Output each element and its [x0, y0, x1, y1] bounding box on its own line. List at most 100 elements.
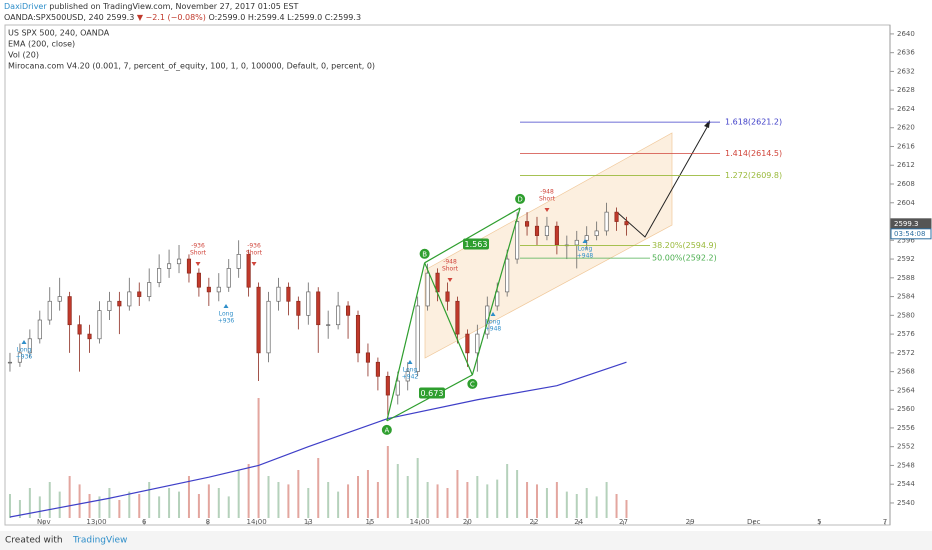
volume-bar — [496, 479, 499, 518]
candle-body — [355, 314, 361, 354]
volume-bar — [466, 482, 469, 518]
y-tick-label: 2616 — [897, 142, 915, 150]
candle-body — [186, 258, 192, 274]
ema-line — [9, 361, 627, 518]
candle-body — [624, 221, 629, 226]
volume-bar — [506, 464, 509, 518]
volume-bar — [535, 484, 538, 518]
candle-body — [216, 286, 221, 293]
candle-body — [614, 211, 619, 222]
y-tick-label: 2572 — [897, 349, 915, 357]
candle-body — [594, 230, 599, 236]
y-tick-label: 2556 — [897, 424, 915, 432]
volume-bar — [426, 482, 429, 518]
volume-bar — [386, 446, 389, 518]
candle-body — [256, 286, 261, 354]
y-tick-label: 2552 — [897, 443, 915, 451]
fib-label: 50.00%(2592.2) — [652, 254, 717, 263]
candle-body — [27, 338, 32, 354]
x-tick-label: 20 — [463, 518, 472, 526]
volume-bar — [297, 470, 300, 518]
candle-body — [276, 286, 281, 302]
signal-label: +936 — [16, 354, 33, 361]
volume-bar — [317, 458, 320, 518]
y-tick-label: 2576 — [897, 330, 915, 338]
ratio-label: 1.563 — [465, 240, 488, 249]
pattern-point — [515, 193, 526, 204]
volume-bar — [516, 470, 519, 518]
volume-bar — [18, 500, 21, 518]
legend-line: EMA (200, close) — [8, 40, 75, 49]
x-tick-label: 15 — [365, 518, 374, 526]
candle-body — [395, 380, 400, 396]
symbol-line: OANDA:SPX500USD, 240 2599.3 ▼ −2.1 (−0.0… — [4, 13, 361, 22]
signal-label: -936 — [247, 243, 261, 250]
volume-bar — [565, 491, 568, 518]
volume-bar — [78, 484, 81, 518]
pattern-point — [419, 248, 430, 259]
author[interactable]: DaxiDriver — [4, 2, 47, 11]
candle-body — [127, 291, 132, 307]
candle-body — [167, 263, 172, 269]
legend-line: Vol (20) — [8, 51, 39, 60]
y-tick-label: 2624 — [897, 105, 915, 113]
candle-body — [475, 333, 480, 354]
pattern-leg — [471, 207, 521, 376]
y-tick-label: 2544 — [897, 480, 915, 488]
volume-bar — [38, 496, 41, 518]
footer-created: Created with — [5, 536, 63, 546]
candle-body — [246, 254, 251, 288]
signal-label: Short — [190, 250, 207, 257]
volume-bar — [88, 494, 91, 518]
volume-bar — [178, 491, 181, 518]
candle-body — [107, 300, 112, 311]
footer-brand[interactable]: TradingView — [72, 536, 127, 546]
volume-bar — [237, 470, 240, 518]
volume-bar — [257, 398, 260, 518]
candle-body — [117, 300, 122, 307]
candle-body — [554, 225, 559, 246]
long-arrow — [582, 239, 588, 243]
candle-body — [365, 352, 370, 363]
candle-body — [495, 291, 500, 307]
y-tick-label: 2548 — [897, 461, 915, 469]
volume-bar — [217, 488, 220, 518]
candle-body — [196, 272, 201, 288]
y-tick-label: 2580 — [897, 311, 915, 319]
volume-bar — [595, 496, 598, 518]
candle-body — [525, 221, 530, 227]
volume-bar — [446, 488, 449, 518]
candle-body — [336, 305, 341, 326]
volume-bar — [187, 476, 190, 518]
ratio-box — [463, 238, 489, 250]
signal-label: -936 — [191, 243, 205, 250]
arrow-head — [704, 120, 710, 128]
y-tick-label: 2588 — [897, 274, 915, 282]
volume-bar — [267, 476, 270, 518]
candle-body — [97, 310, 102, 340]
change: ▼ −2.1 (−0.08%) — [136, 13, 206, 22]
x-tick-label: 29 — [686, 518, 695, 526]
volume-bar — [227, 496, 230, 518]
volume-bar — [545, 488, 548, 518]
signal-label: +936 — [218, 318, 235, 325]
long-arrow — [407, 360, 413, 364]
signal-label: Short — [246, 250, 263, 257]
y-tick-label: 2596 — [897, 236, 915, 244]
candle-body — [485, 305, 490, 335]
volume-bar — [307, 488, 310, 518]
pattern-point — [467, 378, 478, 389]
y-tick-label: 2612 — [897, 161, 915, 169]
candle-body — [296, 300, 301, 316]
legend-line: US SPX 500, 240, OANDA — [8, 29, 110, 38]
candle-body — [157, 268, 162, 283]
candle-body — [57, 296, 62, 302]
candle-body — [515, 221, 520, 260]
candle-body — [465, 333, 470, 354]
pattern-label: C — [470, 380, 475, 388]
y-tick-label: 2568 — [897, 368, 915, 376]
projection-arrow — [617, 121, 711, 238]
y-tick-label: 2540 — [897, 499, 915, 507]
volume-bar — [486, 484, 489, 518]
